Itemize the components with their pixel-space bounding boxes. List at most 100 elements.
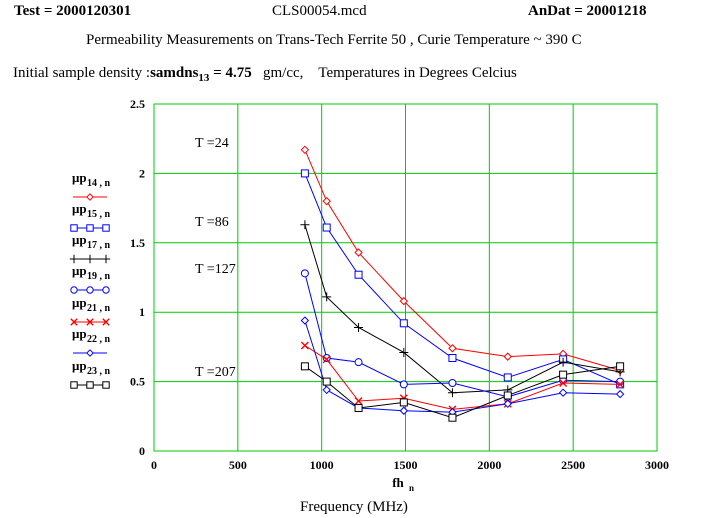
x-axis-title: Frequency (MHz) (300, 499, 408, 515)
series-5 (300, 341, 625, 414)
square-marker (70, 381, 78, 389)
plus-marker (101, 254, 111, 264)
square-marker (559, 370, 568, 379)
series-lines (300, 145, 625, 422)
legend-label-sub: 22 , n (87, 334, 111, 345)
temperature-label: T =24 (195, 136, 229, 151)
legend-label: μp (72, 201, 87, 216)
series-7 (300, 362, 625, 422)
circle-marker (448, 378, 457, 387)
square-marker (503, 391, 512, 400)
x-tick-label: 1000 (310, 458, 334, 472)
square-marker (354, 403, 363, 412)
x-tick-label: 2000 (477, 458, 501, 472)
x-marker (70, 318, 78, 326)
circle-marker (300, 269, 309, 278)
density-units: gm/cc, (262, 65, 304, 81)
square-marker (86, 224, 94, 232)
x-axis-label: fh (392, 475, 404, 490)
density-variable: samdns (150, 65, 199, 81)
plus-marker (322, 292, 332, 302)
diamond-marker (503, 399, 512, 409)
circle-marker (399, 380, 408, 389)
series-3 (300, 220, 625, 398)
series-line (304, 149, 621, 371)
series-2 (300, 169, 625, 389)
diamond-marker (448, 344, 457, 353)
series-line (304, 345, 621, 410)
square-marker (70, 224, 78, 232)
square-marker (448, 413, 457, 422)
diamond-marker (322, 196, 331, 206)
diamond-marker (399, 406, 409, 415)
series-line (304, 173, 621, 385)
circle-marker (102, 286, 110, 294)
y-tick-label: 0.5 (130, 375, 145, 389)
circle-marker (322, 354, 331, 363)
temperature-note: Temperatures in Degrees Celcius (318, 65, 517, 81)
square-marker (503, 373, 512, 382)
x-marker (559, 378, 568, 387)
plus-marker (300, 220, 310, 230)
circle-marker (354, 358, 363, 367)
x-marker (300, 341, 309, 350)
diamond-marker (615, 389, 625, 399)
x-tick-label: 0 (151, 458, 157, 472)
square-marker (300, 169, 309, 178)
y-tick-label: 1 (139, 305, 145, 319)
legend-label: μp (72, 295, 87, 310)
series-1 (300, 145, 625, 375)
x-tick-label: 1500 (394, 458, 418, 472)
square-marker (86, 381, 94, 389)
temperature-label: T =86 (195, 215, 229, 230)
series-line (304, 320, 621, 413)
plus-marker (69, 254, 79, 264)
square-marker (102, 224, 110, 232)
x-marker (322, 355, 331, 364)
plus-marker (558, 357, 568, 367)
temperature-label: T =207 (195, 365, 236, 380)
diamond-marker (86, 349, 94, 357)
x-marker (102, 318, 110, 326)
andat-id: AnDat = 20001218 (528, 3, 647, 19)
legend-label: μp (72, 232, 87, 247)
square-marker (102, 381, 110, 389)
diamond-marker (322, 385, 331, 395)
plus-marker (354, 322, 364, 332)
plus-marker (399, 347, 409, 357)
diamond-marker (86, 193, 94, 201)
x-axis-label-sub: n (409, 483, 414, 493)
legend-label-sub: 21 , n (87, 303, 111, 314)
legend-label-sub: 14 , n (87, 178, 111, 189)
x-tick-labels: 0 500 1000 1500 2000 2500 3000 (151, 458, 669, 472)
chart-subtitle: Permeability Measurements on Trans-Tech … (86, 32, 582, 48)
diamond-marker (300, 316, 310, 325)
chart-legend: μp 14 , nμp 15 , nμp 17 , nμp 19 , nμp 21 , n… (69, 170, 111, 389)
square-marker (322, 377, 331, 386)
square-marker (448, 354, 457, 363)
circle-marker (86, 286, 94, 294)
plot-frame (153, 103, 658, 452)
density-variable-sub: 13 (198, 72, 210, 84)
legend-label: μp (72, 263, 87, 278)
legend-label-sub: 19 , n (87, 271, 111, 282)
legend-item: μp 21 , n (70, 295, 111, 326)
density-line: Initial sample density :samdns13 = 4.75 … (13, 65, 517, 84)
square-marker (399, 319, 408, 328)
x-marker (354, 397, 363, 406)
legend-item: μp 19 , n (70, 263, 111, 294)
plus-marker (85, 254, 95, 264)
circle-marker (70, 286, 78, 294)
legend-item: μp 22 , n (72, 326, 111, 357)
legend-label: μp (72, 358, 87, 373)
series-line (304, 365, 621, 419)
series-line (304, 224, 621, 394)
series-4 (300, 269, 625, 401)
legend-item: μp 15 , n (70, 201, 111, 232)
legend-item: μp 14 , n (72, 170, 111, 201)
x-tick-label: 3000 (645, 458, 669, 472)
diamond-marker (503, 352, 512, 361)
diamond-marker (399, 296, 409, 306)
x-marker (86, 318, 94, 326)
